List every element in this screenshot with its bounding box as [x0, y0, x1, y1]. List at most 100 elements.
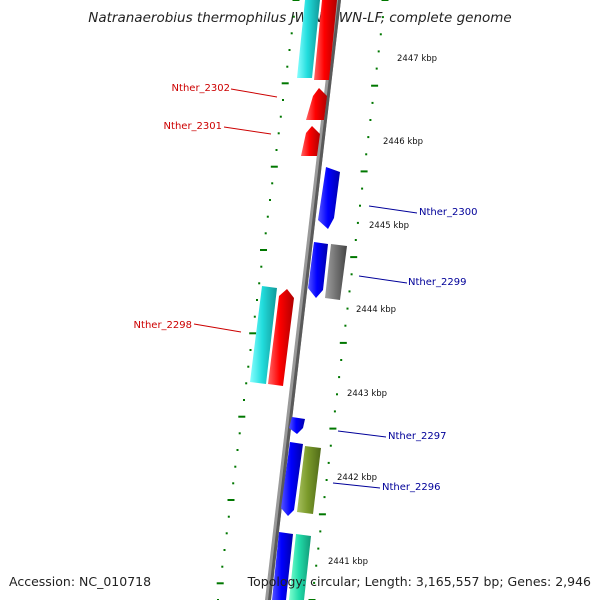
minor-tick: [249, 349, 252, 351]
minor-tick: [367, 136, 370, 139]
minor-tick: [333, 410, 336, 413]
minor-tick: [292, 15, 295, 18]
minor-tick: [327, 461, 330, 464]
major-tick: [329, 427, 337, 430]
minor-tick: [371, 101, 374, 104]
minor-tick: [336, 393, 338, 396]
minor-tick: [238, 432, 241, 435]
minor-tick: [279, 115, 282, 118]
inner-scale-ticks: [308, 0, 389, 600]
minor-tick: [325, 479, 328, 481]
minor-tick: [365, 153, 368, 156]
major-tick: [270, 165, 278, 168]
gene-feature-mint[interactable]: [289, 534, 311, 600]
major-tick: [360, 170, 368, 173]
gene-feature-nther-2302[interactable]: [306, 88, 327, 120]
gene-feature-blue-bottom[interactable]: [272, 532, 293, 600]
gene-feature-cyan-2[interactable]: [250, 286, 277, 384]
major-tick: [350, 256, 358, 259]
gene-feature-cyan[interactable]: [297, 0, 320, 78]
minor-tick: [234, 465, 237, 468]
gene-feature-nther-2300[interactable]: [318, 167, 340, 229]
major-tick: [249, 332, 257, 335]
gene-labels: Nther_2302 Nther_2301 Nther_2300 Nther_2…: [134, 83, 478, 493]
scale-label: 2443 kbp: [347, 389, 387, 399]
major-tick: [371, 84, 379, 87]
minor-tick: [377, 50, 380, 53]
minor-tick: [290, 32, 293, 35]
minor-tick: [340, 359, 343, 361]
minor-tick: [313, 581, 316, 584]
minor-tick: [258, 282, 261, 285]
minor-tick: [256, 299, 258, 301]
minor-tick: [350, 273, 353, 276]
major-tick: [281, 82, 289, 85]
gene-label-leaders: [193, 88, 418, 489]
minor-tick: [253, 315, 256, 318]
gene-feature-nther-2298[interactable]: [268, 289, 294, 386]
minor-tick: [288, 49, 291, 51]
gene-label-nther-2302[interactable]: Nther_2302: [172, 83, 230, 94]
gene-feature-nther-2301[interactable]: [301, 126, 320, 156]
gene-feature-nther-2299[interactable]: [308, 242, 328, 298]
minor-tick: [361, 187, 364, 190]
gene-feature-red[interactable]: [314, 0, 337, 80]
major-tick: [339, 341, 347, 344]
major-tick: [227, 499, 235, 501]
minor-tick: [359, 204, 361, 207]
minor-tick: [245, 382, 248, 385]
genome-backbone-shadow: [268, 0, 341, 600]
minor-tick: [323, 496, 326, 499]
gene-feature-nther-2297[interactable]: [289, 417, 305, 434]
minor-tick: [329, 444, 332, 447]
major-tick: [292, 0, 300, 1]
gene-feature-olive[interactable]: [297, 446, 321, 514]
gene-features: [250, 0, 347, 600]
major-tick: [260, 249, 267, 251]
minor-tick: [315, 564, 318, 567]
minor-tick: [266, 215, 269, 218]
minor-tick: [264, 232, 267, 235]
major-tick: [216, 582, 224, 585]
major-tick: [238, 415, 246, 418]
gene-feature-gray[interactable]: [325, 244, 347, 300]
major-tick: [381, 0, 389, 1]
minor-tick: [354, 239, 357, 241]
minor-tick: [319, 530, 322, 533]
minor-tick: [381, 16, 384, 19]
gene-feature-nther-2296[interactable]: [281, 442, 303, 516]
minor-tick: [271, 182, 274, 185]
scale-label: 2442 kbp: [337, 473, 377, 483]
minor-tick: [356, 221, 359, 224]
outer-scale-ticks: [216, 0, 300, 600]
minor-tick: [269, 199, 271, 201]
genome-summary-text: Topology: circular; Length: 3,165,557 bp…: [247, 574, 591, 589]
gene-label-nther-2300[interactable]: Nther_2300: [419, 207, 477, 218]
minor-tick: [243, 399, 245, 401]
gene-label-nther-2296[interactable]: Nther_2296: [382, 482, 440, 493]
minor-tick: [236, 449, 239, 451]
minor-tick: [282, 99, 284, 101]
minor-tick: [277, 132, 280, 135]
minor-tick: [225, 532, 228, 535]
minor-tick: [286, 65, 289, 68]
minor-tick: [369, 119, 372, 121]
scale-label: 2441 kbp: [328, 557, 368, 567]
minor-tick: [247, 365, 250, 368]
gene-label-nther-2297[interactable]: Nther_2297: [388, 431, 446, 442]
gene-label-nther-2301[interactable]: Nther_2301: [164, 121, 222, 132]
minor-tick: [338, 376, 341, 379]
minor-tick: [275, 149, 278, 151]
minor-tick: [223, 549, 226, 551]
minor-tick: [344, 324, 347, 327]
minor-tick: [346, 307, 349, 310]
minor-tick: [348, 290, 351, 293]
gene-label-nther-2298[interactable]: Nther_2298: [134, 320, 192, 331]
accession-text: Accession: NC_010718: [9, 574, 151, 589]
gene-label-nther-2299[interactable]: Nther_2299: [408, 277, 466, 288]
minor-tick: [317, 547, 320, 550]
minor-tick: [260, 265, 263, 268]
minor-tick: [232, 482, 235, 485]
minor-tick: [227, 515, 230, 518]
